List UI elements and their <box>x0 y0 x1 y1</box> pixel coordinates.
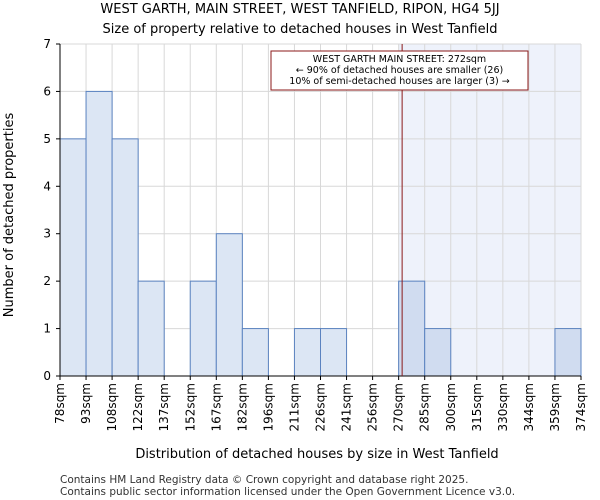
histogram-bar <box>424 328 452 377</box>
histogram-bar <box>241 328 269 377</box>
x-tick-label: 374sqm <box>574 383 588 431</box>
y-tick-label: 3 <box>43 227 51 241</box>
y-tick-label: 4 <box>43 179 51 193</box>
footer-copyright: Contains HM Land Registry data © Crown c… <box>60 474 468 486</box>
chart-subtitle: Size of property relative to detached ho… <box>103 22 498 37</box>
x-tick-label: 256sqm <box>366 383 380 431</box>
x-tick-label: 122sqm <box>131 383 145 431</box>
x-tick-label: 315sqm <box>470 383 484 431</box>
x-axis-label: Distribution of detached houses by size … <box>135 447 498 462</box>
x-tick-label: 93sqm <box>79 383 93 424</box>
x-tick-label: 108sqm <box>105 383 119 431</box>
y-tick-label: 0 <box>43 369 51 383</box>
annotation-text: 10% of semi-detached houses are larger (… <box>289 76 509 87</box>
annotation-text: ← 90% of detached houses are smaller (26… <box>296 65 503 76</box>
histogram-bar <box>554 328 582 377</box>
x-tick-label: 226sqm <box>314 383 328 431</box>
x-tick-label: 78sqm <box>53 383 67 424</box>
y-tick-label: 7 <box>43 37 51 51</box>
histogram-bar <box>137 280 165 377</box>
histogram-bar <box>320 328 348 377</box>
plot-area: 0 1 2 3 4 5 6 7 78sqm 93sqm 108sqm 122sqm 137sqm 152s… <box>43 37 588 431</box>
x-tick-label: 196sqm <box>261 383 275 431</box>
histogram-bar <box>215 233 243 377</box>
footer-licence: Contains public sector information licen… <box>60 486 515 498</box>
y-tick-label: 6 <box>43 84 51 98</box>
highlight-region <box>398 44 581 376</box>
y-tick-label: 2 <box>43 274 51 288</box>
x-tick-label: 152sqm <box>183 383 197 431</box>
y-axis-label: Number of detached properties <box>2 113 17 318</box>
chart-title: WEST GARTH, MAIN STREET, WEST TANFIELD, … <box>100 2 499 17</box>
histogram-bar <box>293 328 322 377</box>
x-tick-label: 182sqm <box>235 383 249 431</box>
x-tick-label: 137sqm <box>157 383 171 431</box>
x-tick-label: 270sqm <box>392 383 406 431</box>
annotation-box <box>270 50 529 91</box>
y-tick-label: 5 <box>43 132 51 146</box>
x-tick-label: 211sqm <box>287 383 301 431</box>
x-tick-label: 167sqm <box>209 383 223 431</box>
x-tick-label: 359sqm <box>548 383 562 431</box>
x-tick-label: 285sqm <box>418 383 432 431</box>
histogram-bar <box>111 138 139 377</box>
histogram-bar <box>85 90 113 377</box>
y-tick-label: 1 <box>43 322 51 336</box>
x-tick-label: 300sqm <box>444 383 458 431</box>
histogram-bar <box>59 138 87 377</box>
x-tick-label: 344sqm <box>522 383 536 431</box>
annotation-text: WEST GARTH MAIN STREET: 272sqm <box>313 54 486 65</box>
histogram-bar <box>189 280 217 377</box>
x-tick-label: 241sqm <box>340 383 354 431</box>
x-tick-label: 330sqm <box>496 383 510 431</box>
